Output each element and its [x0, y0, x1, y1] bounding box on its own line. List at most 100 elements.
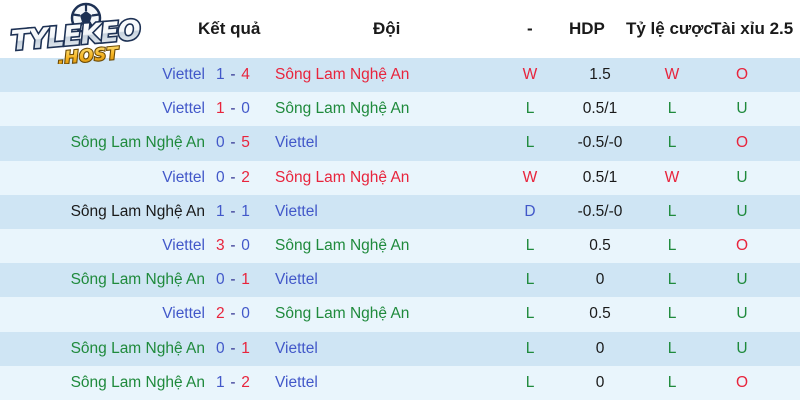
column-header-team: Đội [373, 19, 401, 38]
home-team-name: Sông Lam Nghệ An [70, 373, 205, 391]
match-score: 0 - 5 [205, 126, 261, 160]
over-under-badge: U [736, 100, 748, 118]
table-row[interactable]: Sông Lam Nghệ An 1 - 1 Viettel D -0.5/-0 L U [0, 194, 800, 229]
match-score: 0 - 1 [205, 263, 261, 297]
handicap-value: 0.5 [589, 236, 611, 254]
away-score: 1 [241, 339, 251, 357]
odds-result-badge: L [667, 305, 677, 323]
away-score: 0 [241, 236, 251, 254]
site-logo[interactable]: TYLEKEO .HOST [8, 2, 168, 64]
match-result-badge: L [525, 134, 535, 152]
over-under-badge: U [736, 305, 748, 323]
home-team-name: Viettel [162, 66, 205, 83]
away-team-name: Viettel [275, 134, 318, 152]
home-team-name: Viettel [162, 168, 205, 186]
match-score: 1 - 2 [205, 366, 261, 400]
home-team-name: Viettel [162, 100, 205, 118]
home-team-name: Sông Lam Nghệ An [70, 271, 205, 289]
table-row[interactable]: Sông Lam Nghệ An 0 - 1 Viettel L 0 L U [0, 263, 800, 298]
away-team-name: Sông Lam Nghệ An [275, 236, 410, 254]
over-under-badge: O [735, 373, 749, 391]
home-score: 2 [215, 305, 225, 323]
results-table-body: Viettel 1 - 4 Sông Lam Nghệ An W 1.5 W O Viette… [0, 58, 800, 400]
handicap-value: -0.5/-0 [577, 134, 623, 152]
svg-text:.HOST: .HOST [57, 44, 121, 64]
home-team-name: Viettel [162, 236, 205, 254]
home-team-name: Sông Lam Nghệ An [70, 134, 205, 152]
column-header-odds: Tỷ lệ cược [626, 19, 713, 38]
tylekeo-host-logo-graphic: TYLEKEO .HOST [8, 2, 143, 64]
over-under-badge: U [736, 202, 748, 220]
score-separator: - [225, 373, 241, 391]
away-team-name: Viettel [275, 339, 318, 357]
away-team-name: Viettel [275, 271, 318, 289]
table-row[interactable]: Viettel 3 - 0 Sông Lam Nghệ An L 0.5 L O [0, 228, 800, 264]
odds-result-badge: L [667, 236, 677, 254]
over-under-badge: O [735, 66, 749, 83]
away-team-name: Sông Lam Nghệ An [275, 305, 410, 323]
handicap-value: 0 [595, 373, 605, 391]
match-score: 2 - 0 [205, 297, 261, 331]
away-score: 2 [241, 373, 251, 391]
home-score: 0 [215, 168, 225, 186]
away-score: 1 [241, 202, 251, 220]
match-score: 0 - 2 [205, 161, 261, 195]
table-row[interactable]: Viettel 0 - 2 Sông Lam Nghệ An W 0.5/1 W U [0, 160, 800, 195]
score-separator: - [225, 100, 241, 118]
match-result-badge: L [525, 271, 535, 289]
match-result-badge: D [524, 202, 536, 220]
handicap-value: 0 [595, 339, 605, 357]
odds-result-badge: W [664, 66, 680, 83]
score-separator: - [225, 339, 241, 357]
column-header-dash: - [527, 19, 533, 38]
odds-result-badge: L [667, 100, 677, 118]
home-score: 0 [215, 271, 225, 289]
odds-result-badge: L [667, 373, 677, 391]
away-team-name: Sông Lam Nghệ An [275, 66, 410, 83]
table-row[interactable]: Viettel 1 - 0 Sông Lam Nghệ An L 0.5/1 L U [0, 92, 800, 127]
score-separator: - [225, 168, 241, 186]
table-row[interactable]: Viettel 2 - 0 Sông Lam Nghệ An L 0.5 L U [0, 297, 800, 332]
home-score: 0 [215, 339, 225, 357]
table-row[interactable]: Sông Lam Nghệ An 1 - 2 Viettel L 0 L O [0, 365, 800, 400]
table-row[interactable]: Viettel 1 - 4 Sông Lam Nghệ An W 1.5 W O [0, 58, 800, 93]
away-score: 1 [241, 271, 251, 289]
away-score: 0 [241, 305, 251, 323]
score-separator: - [225, 271, 241, 289]
over-under-badge: U [736, 339, 748, 357]
over-under-badge: O [735, 134, 749, 152]
handicap-value: 0.5/1 [582, 168, 618, 186]
away-score: 0 [241, 100, 251, 118]
match-result-badge: L [525, 373, 535, 391]
match-result-badge: L [525, 236, 535, 254]
score-separator: - [225, 134, 241, 152]
match-result-badge: L [525, 100, 535, 118]
table-row[interactable]: Sông Lam Nghệ An 0 - 1 Viettel L 0 L U [0, 331, 800, 366]
column-header-over-under: Tài xỉu 2.5 [711, 19, 794, 38]
home-score: 1 [215, 66, 225, 83]
table-row[interactable]: Sông Lam Nghệ An 0 - 5 Viettel L -0.5/-0 L O [0, 126, 800, 161]
odds-result-badge: W [664, 168, 680, 186]
odds-result-badge: L [667, 134, 677, 152]
match-result-badge: W [522, 66, 538, 83]
score-separator: - [225, 305, 241, 323]
match-score: 0 - 1 [205, 332, 261, 366]
handicap-value: 1.5 [589, 66, 611, 83]
home-score: 1 [215, 373, 225, 391]
handicap-value: 0.5/1 [582, 100, 618, 118]
away-team-name: Sông Lam Nghệ An [275, 100, 410, 118]
score-separator: - [225, 202, 241, 220]
home-score: 3 [215, 236, 225, 254]
match-result-badge: L [525, 305, 535, 323]
table-header-row: TYLEKEO .HOST Kết quả Đội - HDP Tỷ lệ cư… [0, 0, 800, 64]
score-separator: - [225, 66, 241, 83]
soccer-ball-icon [70, 2, 102, 34]
home-team-name: Sông Lam Nghệ An [70, 339, 205, 357]
odds-result-badge: L [667, 202, 677, 220]
over-under-badge: U [736, 271, 748, 289]
away-score: 5 [241, 134, 251, 152]
odds-result-badge: L [667, 271, 677, 289]
odds-result-badge: L [667, 339, 677, 357]
column-header-hdp: HDP [569, 19, 605, 38]
